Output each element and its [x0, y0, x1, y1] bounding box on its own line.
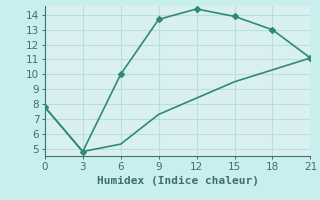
X-axis label: Humidex (Indice chaleur): Humidex (Indice chaleur)	[97, 176, 259, 186]
